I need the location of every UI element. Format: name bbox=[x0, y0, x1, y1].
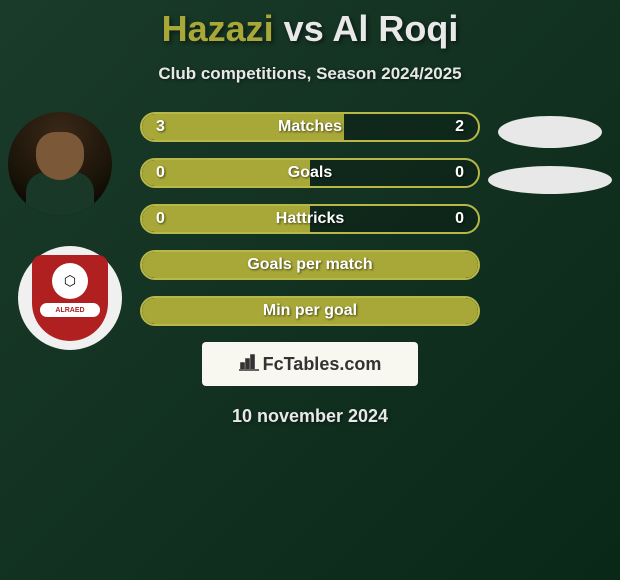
watermark-text: FcTables.com bbox=[263, 354, 382, 375]
stat-row: 0 Hattricks 0 bbox=[140, 204, 480, 234]
stats-area: ALRAED 3 Matches 2 0 Goals 0 0 Hattricks 0 Goals … bbox=[0, 112, 620, 326]
club-shield: ALRAED bbox=[32, 255, 108, 341]
stat-value-right: 0 bbox=[455, 210, 464, 228]
player2-avatar-placeholder-2 bbox=[488, 166, 612, 194]
club-logo: ALRAED bbox=[18, 246, 122, 350]
stat-row: 0 Goals 0 bbox=[140, 158, 480, 188]
stat-rows: 3 Matches 2 0 Goals 0 0 Hattricks 0 Goals per mat… bbox=[140, 112, 480, 326]
stat-value-left: 0 bbox=[156, 164, 165, 182]
club-banner: ALRAED bbox=[40, 303, 100, 317]
stat-row: 3 Matches 2 bbox=[140, 112, 480, 142]
stat-label: Goals per match bbox=[247, 256, 372, 274]
chart-icon bbox=[239, 353, 259, 376]
player2-name: Al Roqi bbox=[332, 8, 458, 49]
ball-icon bbox=[52, 263, 88, 299]
date: 10 november 2024 bbox=[0, 406, 620, 427]
player1-avatar bbox=[8, 112, 112, 216]
stat-row: Goals per match bbox=[140, 250, 480, 280]
stat-fill bbox=[142, 160, 310, 186]
stat-value-left: 0 bbox=[156, 210, 165, 228]
stat-value-right: 2 bbox=[455, 118, 464, 136]
stat-row: Min per goal bbox=[140, 296, 480, 326]
comparison-title: Hazazi vs Al Roqi bbox=[0, 8, 620, 50]
player2-avatar-placeholder-1 bbox=[498, 116, 602, 148]
stat-label: Hattricks bbox=[276, 210, 344, 228]
stat-label: Goals bbox=[288, 164, 332, 182]
vs-text: vs bbox=[284, 8, 324, 49]
watermark: FcTables.com bbox=[202, 342, 418, 386]
player1-name: Hazazi bbox=[162, 8, 274, 49]
subtitle: Club competitions, Season 2024/2025 bbox=[0, 64, 620, 84]
stat-value-right: 0 bbox=[455, 164, 464, 182]
stat-label: Matches bbox=[278, 118, 342, 136]
stat-label: Min per goal bbox=[263, 302, 357, 320]
stat-value-left: 3 bbox=[156, 118, 165, 136]
